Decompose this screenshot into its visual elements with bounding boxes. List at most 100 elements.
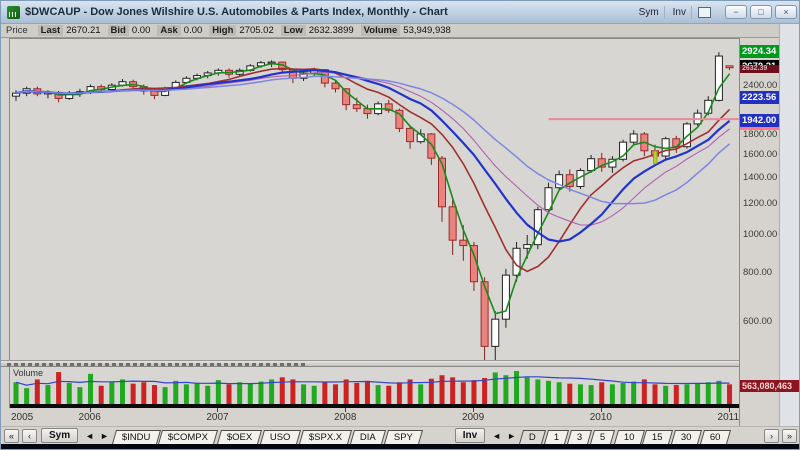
volume-bar xyxy=(609,384,615,404)
close-icon[interactable]: × xyxy=(775,5,797,19)
window-panel-icon[interactable] xyxy=(698,6,711,18)
tab-label: 10 xyxy=(623,431,635,443)
candle xyxy=(480,281,489,347)
maximize-icon[interactable]: □ xyxy=(750,5,772,19)
nav-fwd-button[interactable]: › xyxy=(764,428,779,443)
volume-bar xyxy=(588,385,594,404)
sma-slowest-blue-line xyxy=(15,75,731,205)
interval-next-arrow[interactable]: ► xyxy=(507,430,516,441)
inv-button[interactable]: Inv xyxy=(454,428,486,443)
nav-back-button[interactable]: ‹ xyxy=(22,428,37,443)
title-bar[interactable]: $DWCAUP - Dow Jones Wilshire U.S. Automo… xyxy=(1,1,799,24)
interval-tab-30[interactable]: 30 xyxy=(670,429,702,444)
year-label: 2010 xyxy=(589,412,612,423)
interval-tab-10[interactable]: 10 xyxy=(613,429,645,444)
interval-tab-d[interactable]: D xyxy=(518,429,546,444)
volume-bar xyxy=(482,378,488,404)
volume-bar xyxy=(45,385,51,404)
pane-splitter[interactable] xyxy=(1,360,779,367)
price-tick: 1400.00 xyxy=(743,171,778,183)
candle xyxy=(512,247,521,276)
symbol-tab-spy[interactable]: SPY xyxy=(383,429,423,444)
candle xyxy=(395,109,404,129)
interval-tab-1[interactable]: 1 xyxy=(543,429,570,444)
nav-first-button[interactable]: « xyxy=(4,428,19,443)
year-label: 2006 xyxy=(78,412,101,423)
symbol-tab-indu[interactable]: $INDU xyxy=(111,429,161,444)
volume-bar xyxy=(237,382,243,404)
candle xyxy=(448,206,457,241)
interval-tab-15[interactable]: 15 xyxy=(642,429,673,444)
inv-menu-button[interactable]: Inv xyxy=(668,5,692,19)
window-controls: − □ × xyxy=(722,5,797,19)
volume-bar xyxy=(173,380,179,404)
volume-bar xyxy=(151,385,157,404)
symbol-tab-spxx[interactable]: $SPX.X xyxy=(298,429,352,444)
candle xyxy=(342,88,351,106)
volume-bar xyxy=(34,379,40,404)
price-tick: 600.00 xyxy=(743,316,773,327)
window-title: $DWCAUP - Dow Jones Wilshire U.S. Automo… xyxy=(25,6,448,18)
volume-bar xyxy=(77,387,83,404)
price-tick: 1800.00 xyxy=(743,128,778,140)
quote-value: 53,949,938 xyxy=(403,25,451,36)
volume-bar xyxy=(695,383,701,404)
quote-value: 0.00 xyxy=(183,25,203,36)
year-tick xyxy=(345,408,347,412)
symbol-tab-uso[interactable]: USO xyxy=(259,429,301,444)
price-axis[interactable]: 2400.00 1800.00 1600.00 1400.00 1200.00 1000.… xyxy=(739,38,780,426)
sym-menu-button[interactable]: Sym xyxy=(634,5,665,19)
volume-bar xyxy=(471,380,477,404)
quote-fields: Last 2670.21 Bid 0.00 Ask 0.00 High 2705.02 Low 2… xyxy=(37,25,458,36)
volume-bar xyxy=(641,379,647,404)
symbol-tab-dia[interactable]: DIA xyxy=(349,429,386,444)
price-chart-canvas[interactable] xyxy=(10,39,740,361)
volume-bar xyxy=(492,372,498,404)
tab-label: $SPX.X xyxy=(308,431,342,443)
volume-bar xyxy=(364,380,370,404)
volume-bar xyxy=(524,377,530,404)
volume-bar xyxy=(428,378,434,404)
interval-tab-60[interactable]: 60 xyxy=(699,429,731,444)
volume-bar xyxy=(514,371,520,404)
tab-label: $COMPX xyxy=(168,431,209,443)
minimize-icon[interactable]: − xyxy=(725,5,747,19)
tab-label: $INDU xyxy=(121,431,151,443)
volume-pane[interactable]: Volume xyxy=(9,367,740,408)
volume-bar xyxy=(279,377,285,404)
bottom-toolbar: «‹ Sym ◄ ► $INDU $COMPX $OEX USO $SPX.X DIA SPY Inv… xyxy=(1,426,799,444)
nav-last-button[interactable]: » xyxy=(782,428,797,443)
candle xyxy=(352,104,361,110)
quote-label: Low xyxy=(280,25,306,36)
price-badge: 2632.39 xyxy=(740,65,780,74)
chart-marker[interactable] xyxy=(653,150,658,165)
tab-label: 15 xyxy=(652,431,663,443)
candle xyxy=(714,55,723,101)
volume-bars[interactable] xyxy=(13,371,733,404)
volume-bar xyxy=(194,382,200,404)
year-tick xyxy=(472,408,474,412)
price-tick: 1000.00 xyxy=(743,229,778,240)
time-axis: 2005 2006 2007 2008 2009 2010 2011 xyxy=(1,408,779,426)
year-label: 2011 xyxy=(717,412,740,423)
tab-label: SPY xyxy=(393,431,413,443)
interval-tab-5[interactable]: 5 xyxy=(590,429,616,444)
price-chart-pane[interactable] xyxy=(9,38,740,361)
candle xyxy=(459,239,468,247)
volume-bar xyxy=(120,379,125,404)
volume-bar xyxy=(290,379,296,404)
volume-bar xyxy=(269,379,275,404)
sym-button[interactable]: Sym xyxy=(41,428,79,443)
candle xyxy=(629,133,638,143)
symbol-next-arrow[interactable]: ► xyxy=(100,430,109,441)
symbol-prev-arrow[interactable]: ◄ xyxy=(85,430,95,441)
symbol-tab-compx[interactable]: $COMPX xyxy=(158,429,219,444)
interval-prev-arrow[interactable]: ◄ xyxy=(492,430,502,441)
year-label: 2008 xyxy=(334,412,357,423)
symbol-tab-oex[interactable]: $OEX xyxy=(216,429,262,444)
interval-tab-3[interactable]: 3 xyxy=(567,429,593,444)
tab-label: $OEX xyxy=(226,431,252,443)
quote-field-volume: Volume 53,949,938 xyxy=(360,25,451,36)
volume-chart-canvas[interactable] xyxy=(10,367,740,408)
